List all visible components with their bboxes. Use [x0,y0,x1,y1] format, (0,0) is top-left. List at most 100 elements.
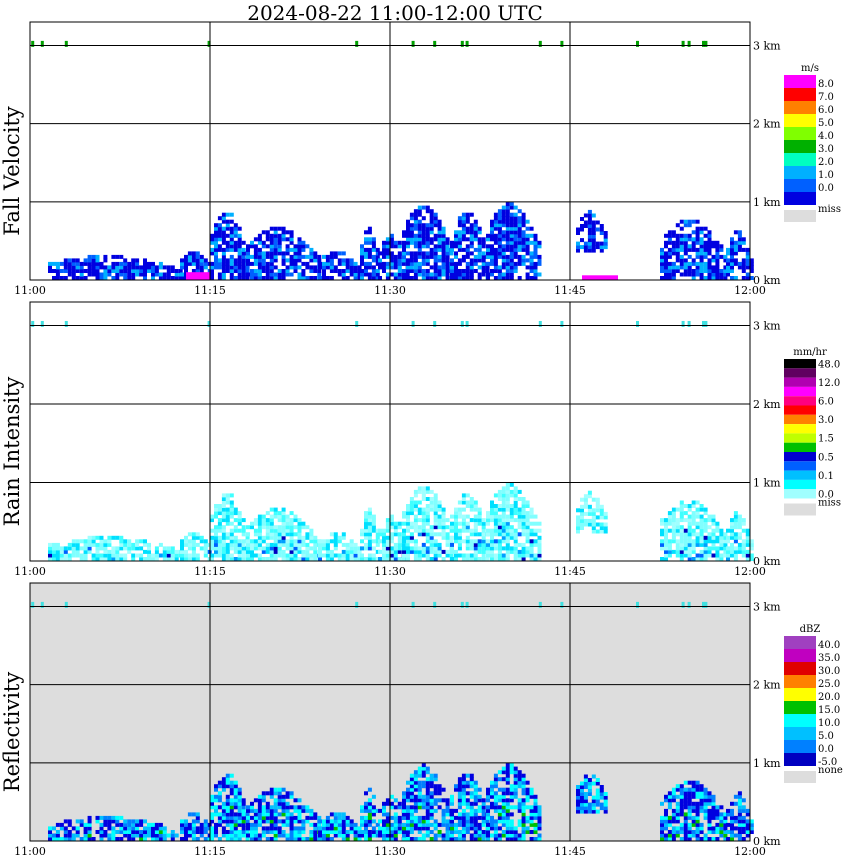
x-tick-label: 11:30 [374,845,406,858]
echo-pixel [695,240,700,245]
echo-pixel [378,539,382,544]
echo-pixel [246,532,250,537]
echo-pixel [225,805,230,810]
echo-pixel [417,805,422,810]
echo-pixel [737,514,742,519]
echo-pixel [233,812,238,817]
echo-pixel [367,511,372,516]
echo-pixel [225,521,230,526]
echo-pixel [237,808,242,813]
echo-pixel [719,542,724,547]
echo-pixel [457,787,462,792]
echo-pixel [683,553,688,558]
echo-pixel [429,489,434,494]
echo-pixel [83,539,88,544]
echo-pixel [413,787,418,792]
echo-pixel [389,237,394,242]
echo-pixel [429,780,434,785]
echo-pixel [221,549,226,554]
echo-pixel [273,258,278,263]
echo-pixel [111,549,116,554]
echo-pixel [210,812,214,817]
echo-pixel [237,546,242,551]
echo-pixel [52,546,56,551]
echo-pixel [217,812,222,817]
colorbar-label: 35.0 [818,653,840,664]
echo-pixel [413,822,418,827]
echo-pixel [425,258,430,263]
echo-pixel [317,269,322,273]
echo-pixel [297,240,302,245]
echo-pixel [741,826,746,831]
echo-pixel [214,244,218,249]
echo-pixel [469,223,474,228]
echo-pixel [225,822,230,827]
echo-pixel [71,549,76,554]
echo-pixel [517,254,522,259]
echo-pixel [135,539,140,544]
echo-pixel [501,493,506,498]
echo-pixel [322,269,326,273]
echo-pixel [461,780,466,785]
echo-pixel [281,822,286,827]
echo-pixel [441,557,446,561]
echo-pixel [486,553,490,558]
echo-pixel [457,805,462,810]
echo-pixel [497,518,502,523]
colorbar-swatch [784,740,816,753]
echo-pixel [433,518,438,523]
echo-pixel [265,826,270,831]
echo-pixel [409,826,414,831]
echo-pixel [382,808,386,813]
echo-pixel [241,557,246,561]
echo-pixel [493,539,498,544]
echo-pixel [664,539,668,544]
echo-pixel [513,766,518,771]
echo-pixel [595,802,600,807]
echo-pixel [533,826,538,831]
echo-pixel [509,549,514,554]
high-echo-dot [560,320,564,327]
echo-pixel [486,812,490,817]
echo-pixel [583,774,588,779]
echo-pixel [162,265,167,270]
echo-pixel [417,798,422,803]
echo-pixel [437,265,442,270]
echo-pixel [341,535,346,540]
echo-pixel [715,557,720,561]
echo-pixel [397,251,402,256]
echo-pixel [580,224,584,228]
echo-pixel [191,535,196,540]
echo-pixel [393,542,398,547]
echo-pixel [730,518,734,523]
echo-pixel [277,514,282,519]
echo-pixel [687,822,692,827]
echo-pixel [529,822,534,827]
echo-pixel [345,546,350,551]
echo-pixel [421,276,426,280]
echo-pixel [91,258,96,263]
echo-pixel [417,486,422,491]
echo-pixel [521,237,526,242]
echo-pixel [191,254,196,259]
echo-pixel [225,812,230,817]
echo-pixel [421,254,426,259]
echo-pixel [237,794,242,799]
echo-pixel [257,532,262,537]
echo-pixel [707,808,712,813]
echo-pixel [385,251,390,256]
echo-pixel [99,535,104,540]
echo-pixel [265,812,270,817]
echo-pixel [497,223,502,228]
echo-pixel [289,815,294,820]
echo-pixel [151,261,155,266]
echo-pixel [441,532,446,537]
echo-pixel [533,822,538,827]
echo-pixel [537,528,542,533]
echo-pixel [253,261,258,266]
echo-pixel [257,240,262,245]
echo-pixel [341,819,346,824]
echo-pixel [505,837,510,841]
echo-pixel [397,805,402,810]
echo-pixel [429,773,434,778]
